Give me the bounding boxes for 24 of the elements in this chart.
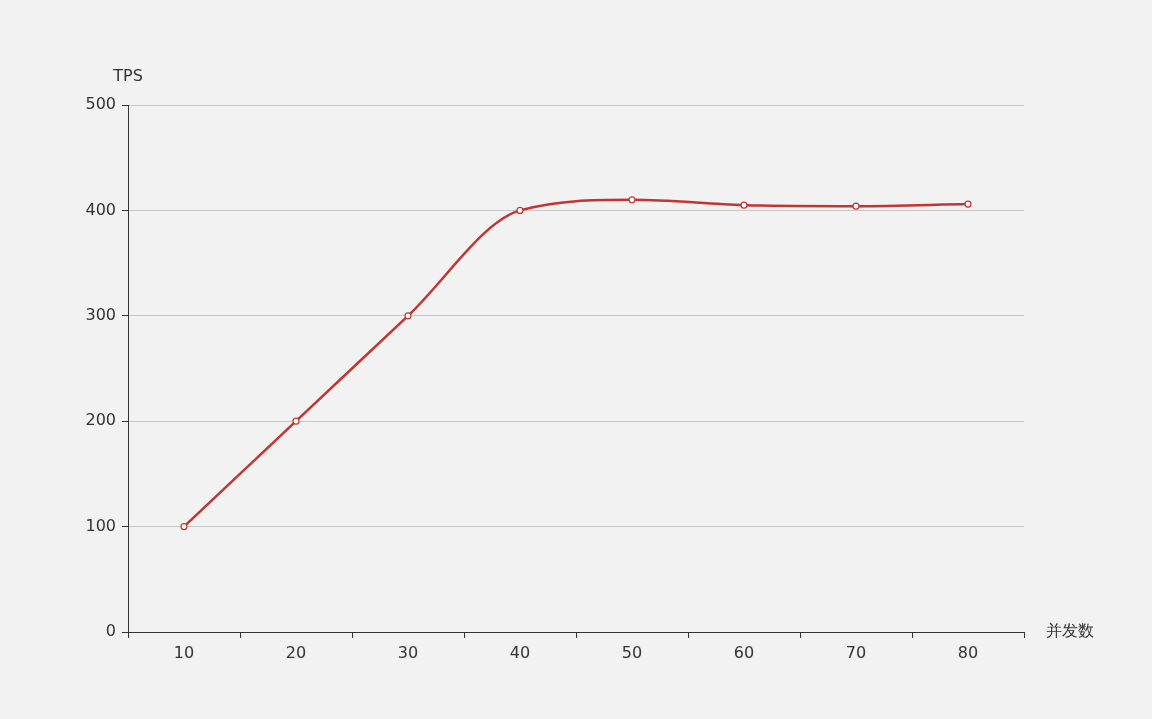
y-tick-label: 100	[85, 515, 116, 535]
y-tick-label: 400	[85, 199, 116, 219]
x-axis-title: 并发数	[1046, 621, 1094, 641]
point	[852, 202, 860, 210]
point	[740, 201, 748, 209]
x-tick-label: 40	[509, 642, 531, 662]
x-tick-label: 50	[621, 642, 643, 662]
y-tick-label: 200	[85, 410, 116, 430]
x-tick-label: 20	[285, 642, 307, 662]
point	[628, 196, 636, 204]
y-tick-label: 0	[105, 621, 116, 641]
y-tick-label: 500	[85, 94, 116, 114]
x-tick-label: 80	[957, 642, 979, 662]
x-tick-label: 10	[173, 642, 195, 662]
x-tick-label: 60	[733, 642, 755, 662]
y-tick-label: 300	[85, 304, 116, 324]
point	[404, 312, 412, 320]
point	[516, 206, 524, 214]
point	[180, 523, 188, 531]
point	[292, 417, 300, 425]
x-tick-label: 70	[845, 642, 867, 662]
point	[964, 200, 972, 208]
x-tick-label: 30	[397, 642, 419, 662]
y-axis-title: TPS	[112, 66, 143, 86]
